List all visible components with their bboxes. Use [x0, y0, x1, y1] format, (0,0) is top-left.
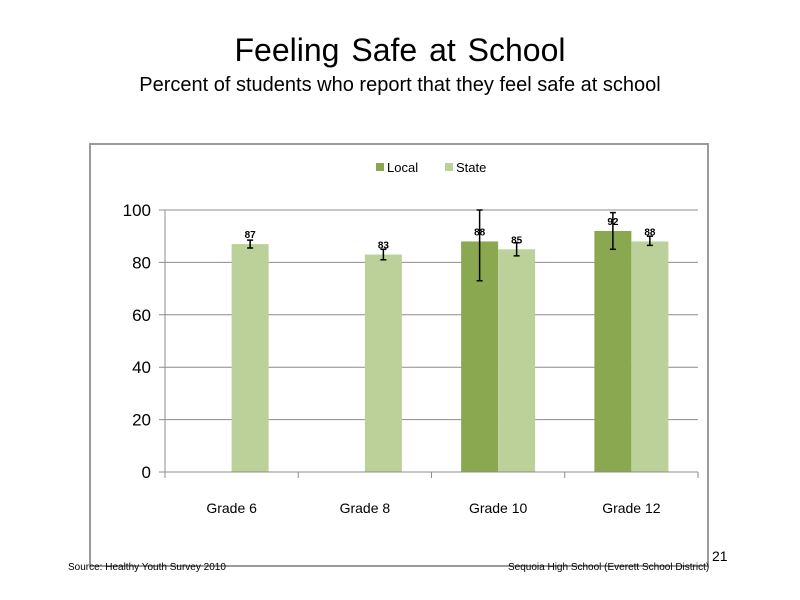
x-tick-label: Grade 6 [206, 500, 257, 516]
y-tick-label: 80 [132, 253, 151, 272]
page-subtitle: Percent of students who report that they… [139, 74, 661, 96]
source-note: Source: Healthy Youth Survey 2010 [68, 562, 226, 573]
legend-swatch-local [376, 163, 384, 171]
data-label: 88 [644, 227, 656, 238]
page-title: Feeling Safe at School [234, 32, 566, 68]
data-label: 92 [607, 217, 619, 228]
x-tick-label: Grade 10 [469, 500, 528, 516]
y-tick-label: 0 [142, 463, 151, 482]
slide-number: 21 [712, 548, 728, 564]
data-label: 88 [474, 227, 486, 238]
data-label: 83 [378, 241, 390, 252]
y-tick-label: 40 [132, 358, 151, 377]
y-tick-label: 20 [132, 411, 151, 430]
y-tick-label: 60 [132, 306, 151, 325]
bar-local [594, 230, 632, 472]
chart-frame: 0 20 40 60 80 100 Grade 6 87 Grade 8 83 Grade 10 88… [89, 143, 709, 567]
bar-state [498, 249, 536, 472]
district-note: Sequoia High School (Everett School Dist… [508, 562, 710, 573]
bar-state [231, 244, 269, 472]
bar-chart: 0 20 40 60 80 100 Grade 6 87 Grade 8 83 Grade 10 88… [123, 160, 699, 516]
data-label: 87 [245, 230, 257, 241]
data-label: 85 [511, 235, 523, 246]
x-tick-label: Grade 8 [340, 500, 391, 516]
legend-label-state: State [456, 160, 486, 175]
legend-label-local: Local [387, 160, 418, 175]
y-tick-label: 100 [123, 201, 151, 220]
bar-state [364, 254, 402, 472]
x-tick-label: Grade 12 [602, 500, 661, 516]
bar-state [631, 241, 669, 472]
legend-swatch-state [445, 163, 453, 171]
